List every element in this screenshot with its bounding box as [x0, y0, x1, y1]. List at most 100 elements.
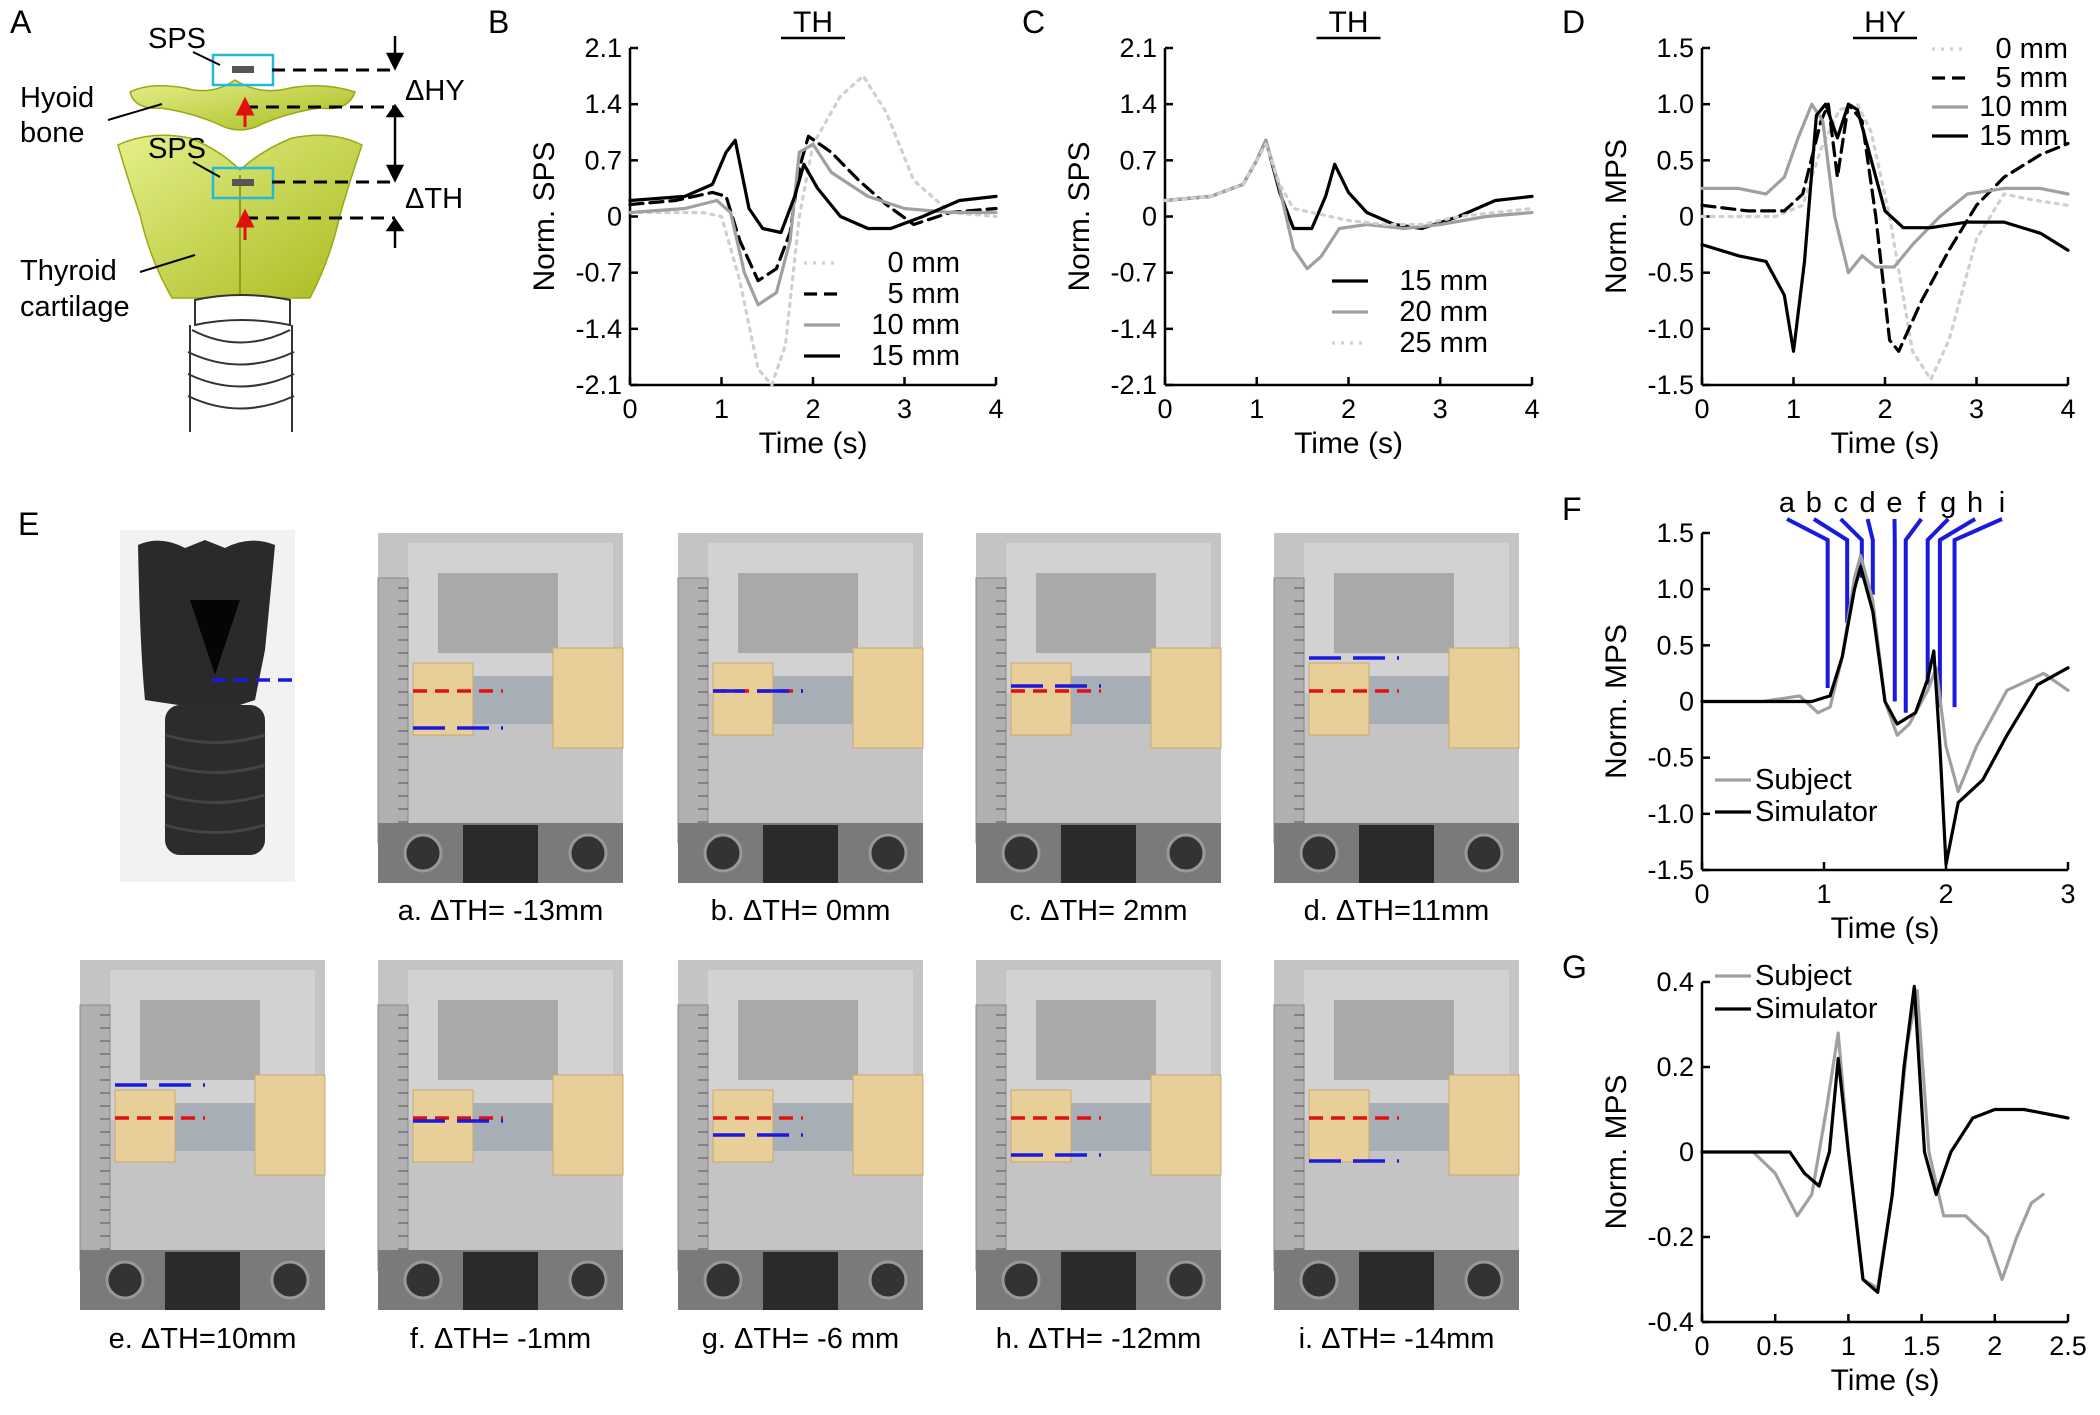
ruler [975, 1004, 1007, 1271]
y-tick-label: -0.2 [1647, 1222, 1694, 1252]
series-line-20-mm [1163, 138, 1534, 271]
legend-entry: 5 mm [1996, 62, 2069, 94]
right-block [552, 647, 624, 749]
y-axis-label: Norm. SPS [1063, 141, 1096, 291]
left-block [712, 1089, 774, 1163]
y-tick-label: -0.7 [1110, 258, 1157, 288]
right-block [1150, 1074, 1222, 1176]
photo-tile: e. ΔTH=10mm [79, 960, 326, 1355]
photo-tile: h. ΔTH= -12mm [975, 960, 1222, 1355]
delta-th-label: ΔTH [405, 183, 463, 215]
ruler [975, 577, 1007, 844]
series-line-simulator [1700, 984, 2070, 1294]
marker-label-a: a [1779, 487, 1796, 519]
photo-tile: c. ΔTH= 2mm [975, 533, 1222, 927]
y-tick-label: 0.4 [1656, 967, 1694, 997]
series-line-25-mm [1163, 142, 1534, 227]
legend-entry: Simulator [1755, 796, 1878, 828]
legend-entry: 20 mm [1399, 296, 1488, 328]
x-axis-label: Time (s) [1831, 912, 1940, 945]
y-tick-label: 0 [1142, 202, 1157, 232]
photo-caption: i. ΔTH= -14mm [1299, 1323, 1495, 1355]
left-block [1010, 662, 1072, 736]
y-tick-label: 1.0 [1656, 89, 1694, 119]
sps-label-mid: SPS [148, 133, 206, 165]
x-tick-label: 3 [1433, 394, 1448, 424]
marker-line-i [1952, 517, 2003, 708]
sps-sensor-top [232, 66, 254, 73]
photo-caption: e. ΔTH=10mm [109, 1323, 297, 1355]
x-tick-label: 3 [2060, 879, 2075, 909]
y-tick-label: 0 [607, 202, 622, 232]
chart-title: HY [1864, 6, 1906, 39]
y-tick-label: 2.1 [584, 33, 622, 63]
legend-entry: 10 mm [1979, 91, 2068, 123]
x-tick-label: 2 [1987, 1331, 2002, 1361]
series-line-simulator [1700, 565, 2070, 867]
thyroid-label-1: Thyroid [20, 255, 117, 287]
y-tick-label: -0.4 [1647, 1307, 1694, 1337]
y-tick-label: -0.5 [1647, 258, 1694, 288]
y-axis-label: Norm. MPS [1600, 139, 1633, 294]
hyoid-label-1: Hyoid [20, 82, 94, 114]
legend-entry: 0 mm [1996, 33, 2069, 65]
y-tick-label: 1.4 [1119, 89, 1157, 119]
legend-entry: Subject [1755, 960, 1852, 992]
cricoid-shape [194, 294, 291, 327]
x-tick-label: 4 [988, 394, 1003, 424]
x-tick-label: 1 [1249, 394, 1264, 424]
y-tick-label: -1.4 [575, 314, 622, 344]
photo-caption: f. ΔTH= -1mm [410, 1323, 591, 1355]
y-tick-label: 1.5 [1656, 518, 1694, 548]
right-block [852, 1074, 924, 1176]
sps-label-top: SPS [148, 23, 206, 55]
y-axis-label: Norm. MPS [1600, 1074, 1633, 1229]
legend-entry: 0 mm [888, 247, 961, 279]
left-block [1308, 662, 1370, 736]
sps-leader-mid [192, 161, 221, 178]
x-tick-label: 0 [1694, 879, 1709, 909]
trachea-rings [187, 325, 295, 432]
x-axis-label: Time (s) [759, 427, 868, 460]
photo-caption: c. ΔTH= 2mm [1009, 895, 1187, 927]
legend-entry: 15 mm [1979, 120, 2068, 152]
x-tick-label: 3 [1969, 394, 1984, 424]
right-block [1150, 647, 1222, 749]
y-tick-label: -1.5 [1647, 370, 1694, 400]
photo-caption: b. ΔTH= 0mm [711, 895, 891, 927]
y-tick-label: -1.4 [1110, 314, 1157, 344]
y-tick-label: 0.5 [1656, 145, 1694, 175]
right-block [552, 1074, 624, 1176]
ruler [677, 1004, 709, 1271]
x-axis-label: Time (s) [1294, 427, 1403, 460]
series-line-5-mm [1700, 102, 2070, 353]
y-tick-label: -0.7 [575, 258, 622, 288]
sps-sensor-mid [232, 179, 254, 186]
marker-label-g: g [1940, 487, 1956, 519]
x-tick-label: 3 [897, 394, 912, 424]
x-tick-label: 2 [805, 394, 820, 424]
y-tick-label: 0.5 [1656, 630, 1694, 660]
right-block [254, 1074, 326, 1176]
x-tick-label: 0.5 [1756, 1331, 1794, 1361]
left-block [412, 1089, 474, 1163]
panel-a: A [10, 4, 465, 432]
legend-entry: 15 mm [1399, 265, 1488, 297]
legend-entry: 25 mm [1399, 327, 1488, 359]
photo-caption: h. ΔTH= -12mm [996, 1323, 1202, 1355]
left-block [1308, 1089, 1370, 1163]
y-tick-label: -0.5 [1647, 743, 1694, 773]
y-tick-label: -2.1 [575, 370, 622, 400]
legend-entry: 10 mm [871, 309, 960, 341]
x-tick-label: 1.5 [1903, 1331, 1941, 1361]
right-block [1448, 1074, 1520, 1176]
sps-leader-top [192, 51, 221, 66]
thyroid-label-2: cartilage [20, 291, 130, 323]
panel-e: a. ΔTH= -13mm b. ΔTH= 0mm c. ΔTH= 2mm d. ΔT… [79, 530, 1520, 1355]
marker-line-a [1786, 517, 1830, 689]
